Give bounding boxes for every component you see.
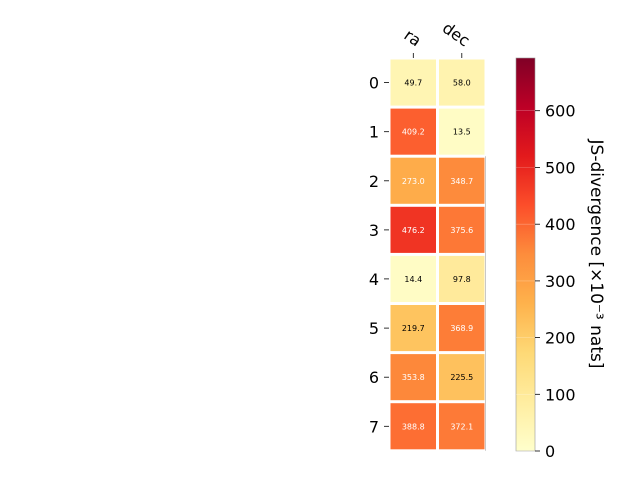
cell-value-label: 14.4 [404, 275, 422, 284]
heatmap-cell [390, 59, 436, 106]
cell-value-label: 368.9 [450, 324, 473, 333]
colorbar-gradient [515, 57, 536, 452]
colorbar-tick-label: 0 [545, 442, 555, 461]
column-tick-label: ra [401, 25, 425, 50]
row-tick-label: 6 [369, 368, 379, 387]
cell-value-label: 375.6 [450, 226, 473, 235]
cell-value-label: 388.8 [402, 422, 425, 431]
heatmap-cell [439, 157, 485, 204]
heatmap-cells: 49.7 58.0 409.2 13.5 273.0 348.7 476.2 375.6 14.… [390, 59, 486, 451]
colorbar-ticks: 0 100 200 300 400 500 600 [516, 102, 576, 461]
heatmap-cell [390, 305, 436, 352]
cell-value-label: 49.7 [404, 79, 422, 88]
column-tick-label: dec [439, 18, 473, 50]
heatmap-cell [390, 354, 436, 401]
colorbar-tick-label: 600 [545, 102, 576, 121]
colorbar-tick-label: 500 [545, 159, 576, 178]
colorbar-tick-label: 200 [545, 329, 576, 348]
cell-value-label: 372.1 [450, 422, 473, 431]
colorbar-tick-label: 100 [545, 385, 576, 404]
colorbar [515, 57, 536, 452]
row-tick-label: 7 [369, 417, 379, 436]
heatmap-cell [439, 108, 485, 155]
heatmap-cell [439, 403, 485, 450]
cell-value-label: 273.0 [402, 177, 425, 186]
column-tick-labels: ra dec [401, 18, 473, 58]
row-tick-label: 1 [369, 123, 379, 142]
cell-value-label: 225.5 [450, 373, 473, 382]
heatmap-cell [439, 305, 485, 352]
cell-value-label: 348.7 [450, 177, 473, 186]
heatmap-cell [439, 59, 485, 106]
heatmap-cell [390, 157, 436, 204]
colorbar-tick-label: 300 [545, 272, 576, 291]
colorbar-tick-label: 400 [545, 215, 576, 234]
heatmap-cell [390, 108, 436, 155]
cell-value-label: 219.7 [402, 324, 425, 333]
cell-value-label: 409.2 [402, 128, 425, 137]
heatmap-cell [390, 403, 436, 450]
heatmap-cell [439, 206, 485, 253]
colorbar-label: JS-divergence [×10⁻³ nats] [586, 139, 606, 369]
row-tick-labels: 0 1 2 3 4 5 6 7 [369, 74, 389, 436]
cell-value-label: 476.2 [402, 226, 425, 235]
row-tick-label: 0 [369, 74, 379, 93]
heatmap-cell [390, 206, 436, 253]
heatmap-cell [390, 255, 436, 302]
heatmap-cell [439, 354, 485, 401]
cell-value-label: 97.8 [453, 275, 471, 284]
row-tick-label: 5 [369, 319, 379, 338]
cell-value-label: 13.5 [453, 128, 471, 137]
row-tick-label: 2 [369, 172, 379, 191]
row-tick-label: 3 [369, 221, 379, 240]
heatmap-cell [439, 255, 485, 302]
cell-value-label: 353.8 [402, 373, 425, 382]
row-tick-label: 4 [369, 270, 379, 289]
cell-value-label: 58.0 [453, 79, 471, 88]
